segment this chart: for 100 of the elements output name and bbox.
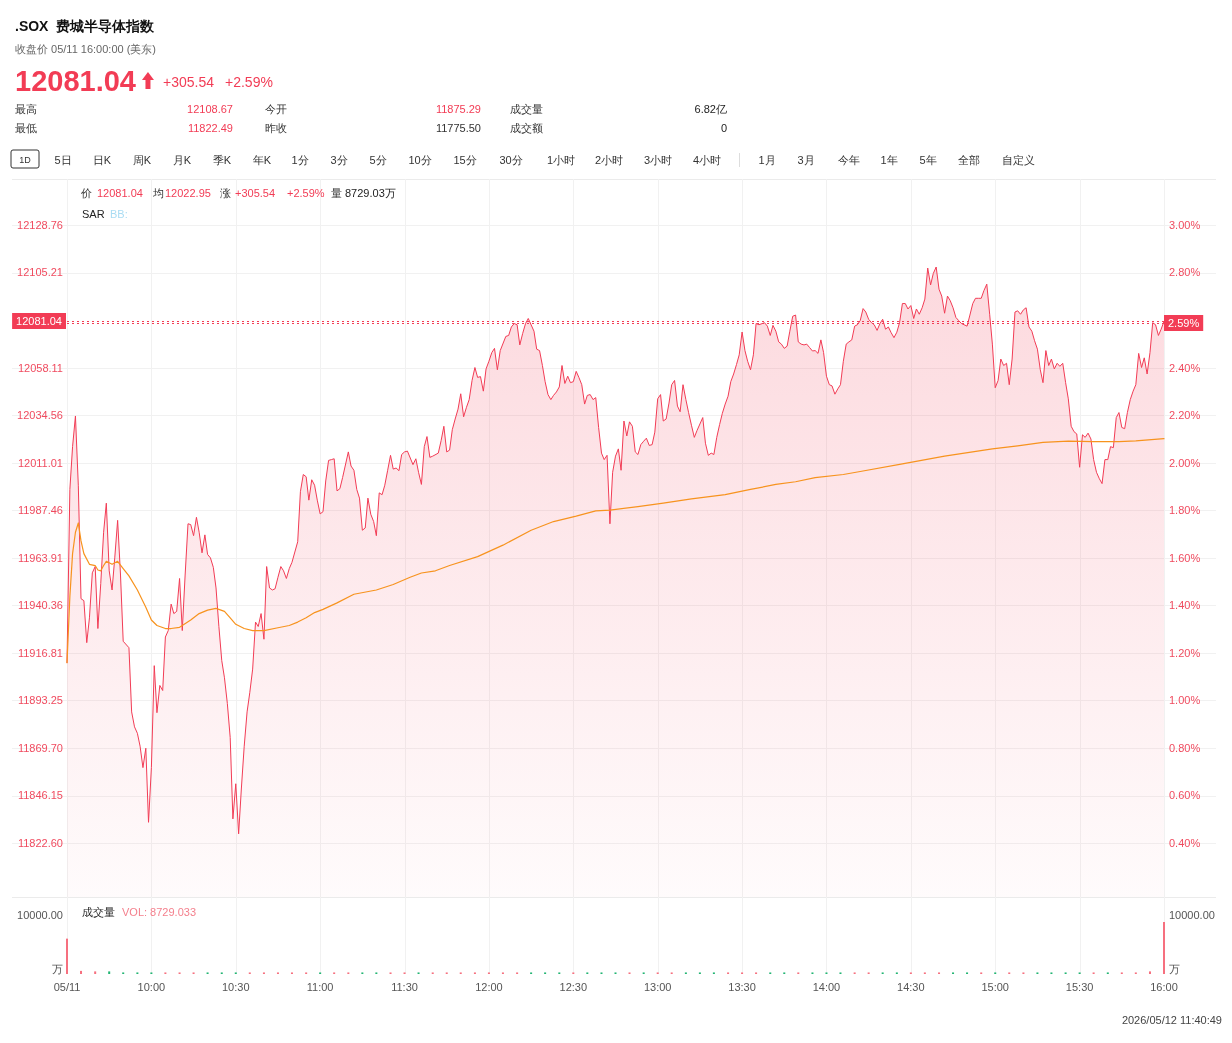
text: 全部 xyxy=(958,154,980,166)
ref-line-label: 12081.04 xyxy=(16,315,62,328)
text: 1小时 xyxy=(546,154,576,166)
y-tick-label: 11916.81 xyxy=(17,646,63,659)
y-tick-label: 11893.25 xyxy=(17,694,63,707)
x-tick-label: 12:00 xyxy=(475,981,503,993)
y-tick-label: 12105.21 xyxy=(17,266,63,279)
text: 周K xyxy=(132,154,152,166)
text: 成交额 xyxy=(510,122,543,134)
text: 2小时 xyxy=(594,154,624,166)
annotation: 12081.04 xyxy=(97,187,143,199)
x-tick-label: 05/11 xyxy=(53,981,81,993)
annotation: 均 xyxy=(152,187,164,199)
x-tick-label: 12:30 xyxy=(559,981,588,993)
y2-tick-label: 1.20% xyxy=(1169,646,1201,659)
text: 1分 xyxy=(291,154,309,166)
text: 1月 xyxy=(758,154,776,166)
text: 成交量 xyxy=(510,103,543,115)
text: 10000.00 xyxy=(17,908,63,921)
text: 最低 xyxy=(15,122,37,134)
ref-line-label: 2.59% xyxy=(1168,317,1200,330)
y2-tick-label: 2.20% xyxy=(1169,409,1201,422)
text: 30分 xyxy=(499,154,523,166)
text: 6.82亿 xyxy=(694,103,727,115)
y2-tick-label: 1.80% xyxy=(1169,504,1201,517)
y2-tick-label: 0.40% xyxy=(1169,836,1201,849)
text: +305.54 xyxy=(163,74,215,90)
text: 10分 xyxy=(408,154,432,166)
y-tick-label: 11963.91 xyxy=(17,551,63,564)
annotation: 量 xyxy=(331,187,342,199)
text: 0 xyxy=(720,122,727,134)
text: 10000.00 xyxy=(1169,908,1215,921)
text: 1年 xyxy=(880,154,898,166)
text: 万 xyxy=(1169,962,1180,975)
text: 11875.29 xyxy=(435,103,481,115)
annotation: +2.59% xyxy=(287,187,325,199)
text: 4小时 xyxy=(692,154,722,166)
annotation: 价 xyxy=(80,187,92,199)
y-tick-label: 12058.11 xyxy=(17,361,63,374)
text: +2.59% xyxy=(225,74,273,90)
text: 5年 xyxy=(919,154,937,166)
text: 万 xyxy=(52,962,63,975)
x-tick-label: 15:00 xyxy=(981,981,1009,993)
text: 15分 xyxy=(453,154,477,166)
text: VOL: 8729.033 xyxy=(122,906,197,918)
text: 12081.04 xyxy=(15,65,136,97)
y2-tick-label: 1.60% xyxy=(1169,551,1201,564)
text: 今年 xyxy=(838,154,860,166)
annotation: 8729.03万 xyxy=(345,187,396,199)
line-series xyxy=(66,438,1165,664)
text: 1D xyxy=(19,155,32,165)
chart-title: .SOX 费城半导体指数 xyxy=(15,18,156,34)
y-tick-label: 12034.56 xyxy=(17,409,63,422)
x-tick-label: 11:30 xyxy=(391,981,418,993)
y2-tick-label: 0.60% xyxy=(1169,789,1201,802)
text: 昨收 xyxy=(265,122,287,134)
x-tick-label: 14:00 xyxy=(812,981,841,993)
y-tick-label: 12128.76 xyxy=(17,218,63,231)
y-tick-label: 11869.70 xyxy=(17,741,63,754)
x-tick-label: 16:00 xyxy=(1150,981,1178,993)
text: 最高 xyxy=(15,103,37,115)
text: 季K xyxy=(212,154,232,166)
y-tick-label: 11846.15 xyxy=(17,789,63,802)
bar xyxy=(108,971,111,974)
y2-tick-label: 2.80% xyxy=(1169,266,1201,279)
y2-tick-label: 3.00% xyxy=(1169,218,1201,231)
y-tick-label: 12011.01 xyxy=(17,456,63,469)
y-tick-label: 11822.60 xyxy=(17,836,63,849)
bar xyxy=(94,971,97,974)
x-tick-label: 10:30 xyxy=(222,981,250,993)
text: 3分 xyxy=(330,154,348,166)
y2-tick-label: 1.00% xyxy=(1169,694,1201,707)
x-tick-label: 13:30 xyxy=(728,981,756,993)
x-tick-label: 13:00 xyxy=(643,981,672,993)
text: 11822.49 xyxy=(187,122,233,134)
text: 自定义 xyxy=(1001,154,1035,166)
text: 11775.50 xyxy=(435,122,481,134)
text: 3小时 xyxy=(643,154,673,166)
text: 今开 xyxy=(265,103,287,115)
chart-subtitle: 收盘价 05/11 16:00:00 (美东) xyxy=(15,43,157,55)
x-tick-label: 10:00 xyxy=(137,981,166,993)
y2-tick-label: 2.40% xyxy=(1169,361,1201,374)
x-tick-label: 11:00 xyxy=(306,981,334,993)
bar xyxy=(66,938,68,974)
y2-tick-label: 0.80% xyxy=(1169,741,1201,754)
text: 成交量 xyxy=(82,906,115,918)
x-tick-label: 14:30 xyxy=(897,981,925,993)
x-tick-label: 15:30 xyxy=(1065,981,1094,993)
text: 日K xyxy=(92,154,112,166)
bar xyxy=(80,970,83,974)
annotation: BB: xyxy=(110,208,128,220)
y-tick-label: 11940.36 xyxy=(17,599,63,612)
annotation: SAR xyxy=(82,208,105,220)
y-tick-label: 11987.46 xyxy=(17,504,63,517)
text: 月K xyxy=(172,154,192,166)
text: 5日 xyxy=(54,154,72,166)
text: 年K xyxy=(252,154,272,166)
text: 12108.67 xyxy=(187,103,233,115)
annotation: +305.54 xyxy=(235,187,276,199)
y2-tick-label: 1.40% xyxy=(1169,599,1201,612)
